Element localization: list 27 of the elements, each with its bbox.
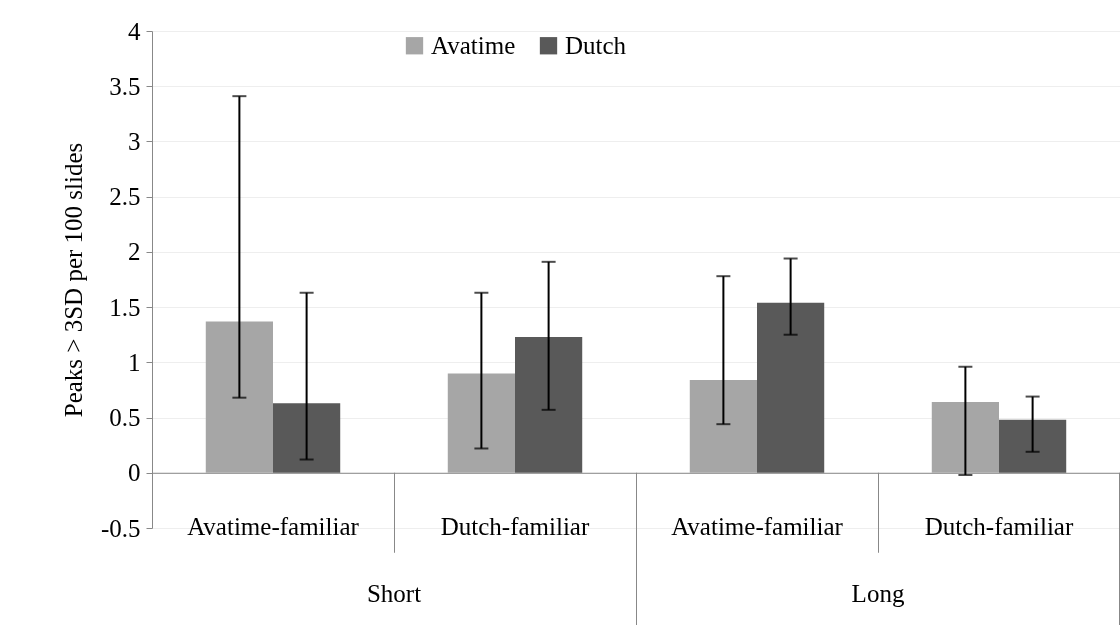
x-tick-label: Avatime-familiar bbox=[671, 513, 844, 541]
bar bbox=[999, 419, 1067, 473]
y-tick-label: 1 bbox=[128, 348, 141, 376]
legend-label: Dutch bbox=[565, 31, 627, 59]
y-tick-label: 3.5 bbox=[109, 72, 141, 100]
bar bbox=[757, 302, 825, 473]
y-tick-label: 0.5 bbox=[109, 404, 141, 432]
y-tick-label: 0 bbox=[128, 459, 141, 487]
y-tick-label: -0.5 bbox=[100, 514, 141, 542]
x-tick-label: Dutch-familiar bbox=[440, 513, 590, 541]
y-tick-label: 2 bbox=[128, 238, 141, 266]
bar bbox=[931, 402, 999, 473]
y-tick-label: 3 bbox=[128, 127, 141, 155]
y-tick-label: 2.5 bbox=[109, 183, 141, 211]
bar bbox=[515, 336, 583, 473]
y-tick-label: 1.5 bbox=[109, 293, 141, 321]
x-tick-label: Dutch-familiar bbox=[924, 513, 1074, 541]
bar bbox=[447, 373, 515, 473]
legend-label: Avatime bbox=[431, 31, 516, 59]
bar bbox=[273, 403, 341, 473]
bar bbox=[205, 321, 273, 473]
bar bbox=[689, 380, 757, 473]
x-tick-label: Avatime-familiar bbox=[187, 513, 360, 541]
y-tick-label: 4 bbox=[128, 17, 141, 45]
text: Short bbox=[365, 580, 423, 608]
y-axis-title: Peaks > 3SD per 100 slides bbox=[59, 142, 87, 418]
text: Long bbox=[850, 580, 906, 608]
